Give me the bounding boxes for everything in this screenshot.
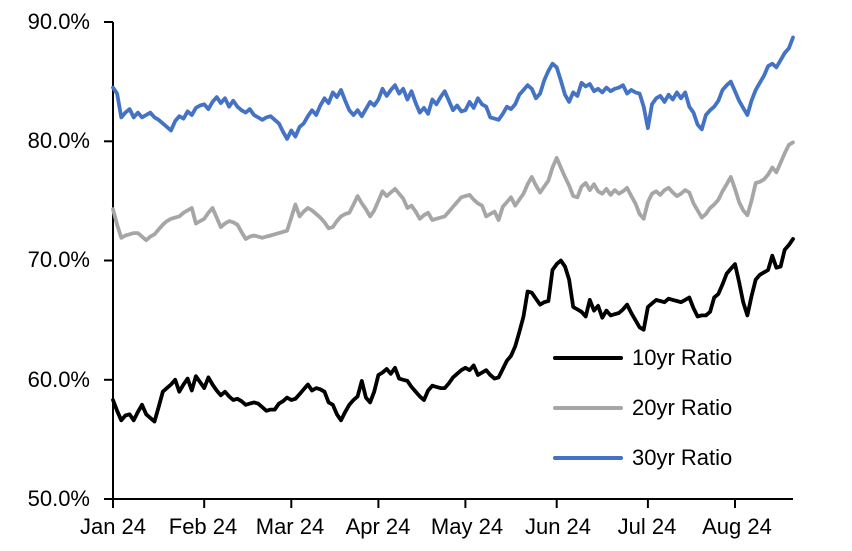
legend-label-10yr: 10yr Ratio (632, 345, 733, 370)
x-tick-label-may: May 24 (430, 514, 504, 539)
series-line-20yr-ratio (111, 140, 795, 243)
legend-item-10yr: 10yr Ratio (553, 333, 732, 383)
legend-line-sample-10yr (553, 356, 623, 360)
x-tick-label-jun: Jun 24 (524, 514, 592, 539)
x-tick-label-apr: Apr 24 (345, 514, 411, 539)
y-tick-label-60: 60.0% (27, 367, 90, 392)
legend-label-30yr: 30yr Ratio (632, 445, 733, 470)
legend-line-sample-20yr (553, 406, 623, 410)
series-line-10yr-ratio (111, 237, 795, 424)
legend-line-sample-30yr (553, 456, 623, 460)
y-tick-label-50: 50.0% (27, 486, 90, 511)
x-tick-label-feb: Feb 24 (168, 514, 238, 539)
y-tick-label-90: 90.0% (27, 9, 90, 34)
legend-item-20yr: 20yr Ratio (553, 383, 732, 433)
series-line-30yr-ratio (111, 35, 795, 141)
x-tick-label-aug: Aug 24 (702, 514, 772, 539)
x-tick-label-jan: Jan 24 (79, 514, 147, 539)
legend-item-30yr: 30yr Ratio (553, 433, 732, 483)
legend: 10yr Ratio 20yr Ratio 30yr Ratio (553, 333, 732, 483)
y-tick-label-80: 80.0% (27, 128, 90, 153)
x-tick-label-jul: Jul 24 (617, 514, 677, 539)
y-tick-label-70: 70.0% (27, 247, 90, 272)
x-tick-label-mar: Mar 24 (255, 514, 325, 539)
legend-label-20yr: 20yr Ratio (632, 395, 733, 420)
